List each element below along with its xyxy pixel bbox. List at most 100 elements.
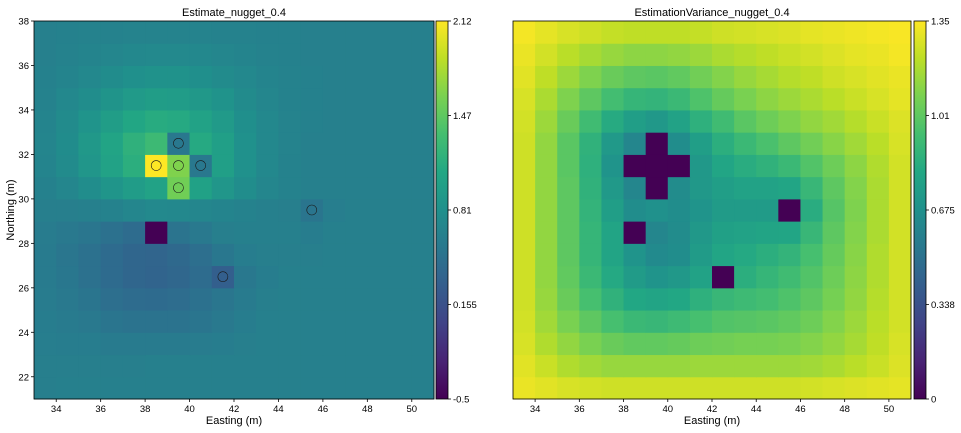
heatmap-cell bbox=[778, 310, 801, 333]
heatmap-cell bbox=[689, 354, 713, 378]
heatmap-cell bbox=[389, 376, 413, 400]
heatmap-cell bbox=[667, 65, 691, 89]
heatmap-cell bbox=[579, 65, 602, 89]
heatmap-cell bbox=[844, 221, 868, 244]
heatmap-cell bbox=[278, 176, 302, 200]
heatmap-cell bbox=[778, 221, 801, 244]
heatmap-cell bbox=[367, 354, 391, 378]
heatmap-cell bbox=[866, 87, 890, 111]
heatmap-cell bbox=[345, 265, 368, 289]
heatmap-cell bbox=[579, 376, 602, 400]
heatmap-cell bbox=[56, 65, 79, 89]
heatmap-cell bbox=[513, 221, 536, 244]
heatmap-cell bbox=[822, 265, 846, 289]
heatmap-cell bbox=[888, 154, 912, 178]
heatmap-cell bbox=[623, 310, 647, 333]
heatmap-cell bbox=[800, 198, 824, 222]
heatmap-cell bbox=[513, 109, 536, 133]
heatmap-cell bbox=[866, 176, 890, 200]
heatmap-cell bbox=[300, 287, 324, 311]
heatmap-cell bbox=[234, 310, 257, 333]
heatmap-cell bbox=[623, 87, 647, 111]
heatmap-cell bbox=[667, 243, 691, 267]
heatmap-cell bbox=[411, 65, 435, 89]
variance-chart: EstimationVariance_nugget_0.4 34 36 38 40 42… bbox=[512, 7, 955, 427]
heatmap-cell bbox=[300, 176, 324, 200]
heatmap-cell bbox=[601, 310, 625, 333]
heatmap-cell bbox=[411, 354, 435, 378]
heatmap-cell bbox=[535, 287, 558, 311]
heatmap-cell bbox=[145, 109, 168, 133]
heatmap-cell bbox=[888, 109, 912, 133]
variance-heatmap-cells bbox=[513, 21, 912, 400]
heatmap-cell bbox=[56, 287, 79, 311]
heatmap-cell bbox=[579, 332, 602, 356]
heatmap-cell bbox=[579, 176, 602, 200]
x-tick-label: 40 bbox=[184, 404, 195, 415]
heatmap-cell bbox=[367, 87, 391, 111]
heatmap-cell bbox=[800, 176, 824, 200]
heatmap-cell bbox=[778, 287, 801, 311]
heatmap-cell bbox=[866, 198, 890, 222]
heatmap-cell bbox=[211, 176, 235, 200]
heatmap-cell bbox=[756, 65, 779, 89]
heatmap-cell bbox=[389, 65, 413, 89]
heatmap-cell bbox=[601, 154, 625, 178]
heatmap-cell bbox=[322, 376, 346, 400]
heatmap-cell bbox=[145, 43, 168, 66]
heatmap-cell bbox=[145, 287, 168, 311]
heatmap-cell bbox=[122, 176, 146, 200]
heatmap-cell bbox=[122, 376, 146, 400]
heatmap-cell bbox=[689, 243, 713, 267]
heatmap-cell bbox=[579, 154, 602, 178]
heatmap-cell bbox=[34, 109, 57, 133]
heatmap-cell bbox=[623, 221, 647, 244]
x-tick-label: 44 bbox=[751, 404, 762, 415]
heatmap-cell bbox=[778, 43, 801, 66]
heatmap-cell bbox=[234, 132, 257, 155]
heatmap-cell bbox=[689, 109, 713, 133]
heatmap-cell bbox=[389, 198, 413, 222]
heatmap-cell bbox=[345, 332, 368, 356]
heatmap-cell bbox=[167, 332, 191, 356]
heatmap-cell bbox=[623, 43, 647, 66]
heatmap-cell bbox=[667, 43, 691, 66]
heatmap-cell bbox=[189, 87, 213, 111]
heatmap-cell bbox=[345, 198, 368, 222]
heatmap-cell bbox=[256, 21, 279, 44]
heatmap-cell bbox=[778, 376, 801, 400]
heatmap-cell bbox=[844, 310, 868, 333]
heatmap-cell bbox=[78, 221, 102, 244]
heatmap-cell bbox=[601, 132, 625, 155]
heatmap-cell bbox=[557, 198, 580, 222]
heatmap-cell bbox=[645, 43, 669, 66]
heatmap-cell bbox=[800, 243, 824, 267]
heatmap-cell bbox=[866, 310, 890, 333]
heatmap-cell bbox=[100, 154, 124, 178]
heatmap-cell bbox=[345, 310, 368, 333]
heatmap-cell bbox=[712, 376, 735, 400]
heatmap-cell bbox=[34, 287, 57, 311]
heatmap-cell bbox=[256, 221, 279, 244]
x-tick-label: 48 bbox=[839, 404, 850, 415]
heatmap-cell bbox=[389, 21, 413, 44]
heatmap-cell bbox=[211, 332, 235, 356]
y-tick-label: 28 bbox=[18, 239, 29, 250]
heatmap-cell bbox=[145, 198, 168, 222]
heatmap-cell bbox=[667, 354, 691, 378]
heatmap-cell bbox=[535, 198, 558, 222]
heatmap-cell bbox=[579, 243, 602, 267]
heatmap-cell bbox=[100, 65, 124, 89]
heatmap-cell bbox=[645, 21, 669, 44]
sample-point bbox=[150, 160, 162, 171]
heatmap-cell bbox=[211, 287, 235, 311]
heatmap-cell bbox=[888, 287, 912, 311]
heatmap-cell bbox=[756, 176, 779, 200]
heatmap-cell bbox=[300, 332, 324, 356]
heatmap-cell bbox=[800, 154, 824, 178]
heatmap-cell bbox=[734, 198, 757, 222]
heatmap-cell bbox=[389, 43, 413, 66]
heatmap-cell bbox=[322, 265, 346, 289]
heatmap-cell bbox=[888, 310, 912, 333]
heatmap-cell bbox=[100, 21, 124, 44]
